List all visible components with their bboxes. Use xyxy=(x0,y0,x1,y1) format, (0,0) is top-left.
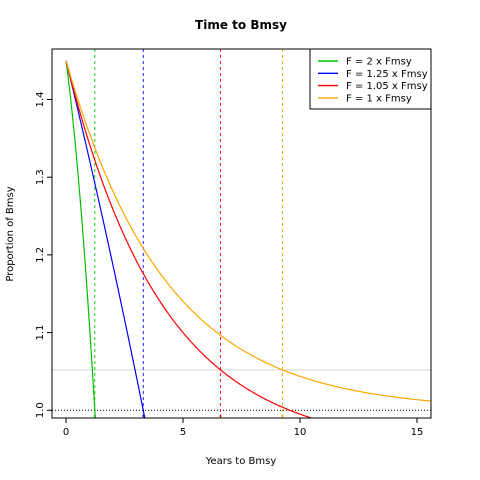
time-to-target-marker-3: * xyxy=(219,413,223,421)
series-line-2 xyxy=(65,60,146,418)
legend-label: F = 2 x Fmsy xyxy=(346,57,412,68)
legend-label: F = 1.25 x Fmsy xyxy=(346,69,428,80)
plot-frame xyxy=(51,48,432,419)
y-tick-label: 1.2 xyxy=(35,247,46,263)
x-tick-label: 0 xyxy=(63,427,69,438)
y-axis-label: Proportion of Bmsy xyxy=(5,186,16,281)
x-tick-label: 10 xyxy=(294,427,307,438)
y-tick-label: 1.3 xyxy=(35,169,46,185)
axes: 0 5 10 15 1.0 1.1 1.2 1.3 1.4 xyxy=(35,92,423,438)
legend-box xyxy=(309,48,432,110)
legend-label: F = 1.05 x Fmsy xyxy=(346,81,428,92)
x-tick-label: 15 xyxy=(411,427,424,438)
x-tick-label: 5 xyxy=(180,427,186,438)
legend-label: F = 1 x Fmsy xyxy=(346,93,412,104)
time-to-target-marker-4: * xyxy=(281,413,285,421)
time-to-target-marker-2: * xyxy=(141,413,145,421)
chart-title: Time to Bmsy xyxy=(195,18,287,32)
x-axis-label: Years to Bmsy xyxy=(205,456,277,467)
y-tick-label: 1.1 xyxy=(35,325,46,341)
series-line-4 xyxy=(65,60,431,402)
series-line-1 xyxy=(65,60,96,418)
y-tick-label: 1.4 xyxy=(35,92,46,108)
series-line-3 xyxy=(65,60,314,418)
plot-area: * * * * xyxy=(52,49,431,421)
y-tick-label: 1.0 xyxy=(35,402,46,418)
